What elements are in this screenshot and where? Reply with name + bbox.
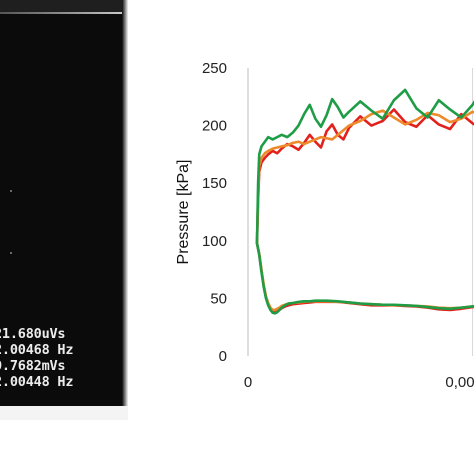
scope-top-bezel [0, 0, 128, 14]
y-tick-label: 200 [202, 118, 227, 135]
series-line-6 [255, 241, 474, 315]
y-tick-label: 100 [202, 233, 227, 250]
scope-readout-3: 0.7682mVs [0, 358, 66, 374]
scope-readout-2: 2.00468 Hz [0, 342, 74, 358]
series-line-3 [255, 88, 474, 245]
series-line-2 [255, 109, 474, 245]
scope-readout-1: 21.680uVs [0, 326, 66, 342]
scope-bottom-edge [0, 406, 128, 420]
scope-graticule-dot [10, 252, 12, 254]
y-axis-title: Pressure [kPa] [175, 160, 192, 265]
y-tick-label: 250 [202, 60, 227, 77]
x-tick-label: 0 [244, 374, 252, 391]
y-tick-label: 50 [210, 290, 227, 307]
scope-graticule-dot [10, 190, 12, 192]
y-tick-label: 150 [202, 175, 227, 192]
chart-series-lines [255, 88, 474, 315]
y-tick-label: 0 [219, 348, 227, 365]
series-line-5 [255, 241, 474, 312]
chart-gridlines [247, 68, 473, 356]
scope-readout-4: 2.00448 Hz [0, 374, 74, 390]
series-line-4 [255, 241, 474, 314]
x-tick-label: 0,00002 [445, 374, 474, 391]
scope-screen-edge [122, 0, 128, 420]
series-line-1 [255, 108, 474, 245]
oscilloscope-screen: 21.680uVs 2.00468 Hz 0.7682mVs 2.00448 H… [0, 0, 128, 420]
